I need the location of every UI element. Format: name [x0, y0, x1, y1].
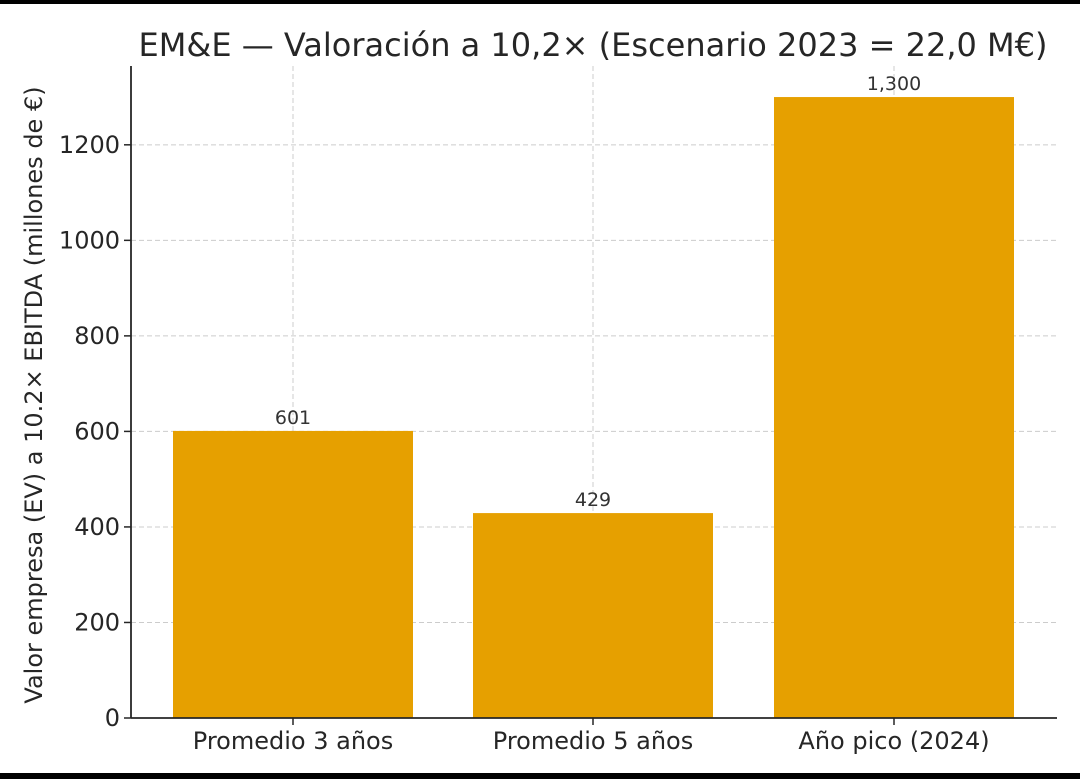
bar-value-label: 1,300	[867, 73, 921, 95]
bar	[774, 97, 1014, 719]
y-tick-label: 0	[105, 704, 120, 732]
y-axis-label: Valor empresa (EV) a 10.2× EBITDA (millo…	[20, 86, 48, 703]
y-tick-label: 600	[74, 417, 120, 445]
bar-value-label: 601	[275, 407, 311, 429]
bar	[473, 513, 713, 718]
x-tick-label: Año pico (2024)	[798, 727, 989, 755]
chart-frame: 0 200 400 600 800 1000 1200 601 Promedio 3 años 4…	[0, 4, 1080, 773]
y-tick-label: 400	[74, 513, 120, 541]
bar-chart: 0 200 400 600 800 1000 1200 601 Promedio 3 años 4…	[20, 26, 1057, 755]
x-tick-label: Promedio 5 años	[493, 727, 693, 755]
y-tick-label: 1200	[59, 131, 120, 159]
y-tick-label: 1000	[59, 226, 120, 254]
chart-title: EM&E — Valoración a 10,2× (Escenario 202…	[139, 26, 1048, 64]
y-tick-label: 200	[74, 608, 120, 636]
bar-value-label: 429	[575, 489, 611, 511]
y-tick-label: 800	[74, 322, 120, 350]
bar	[173, 430, 413, 718]
x-tick-label: Promedio 3 años	[193, 727, 393, 755]
